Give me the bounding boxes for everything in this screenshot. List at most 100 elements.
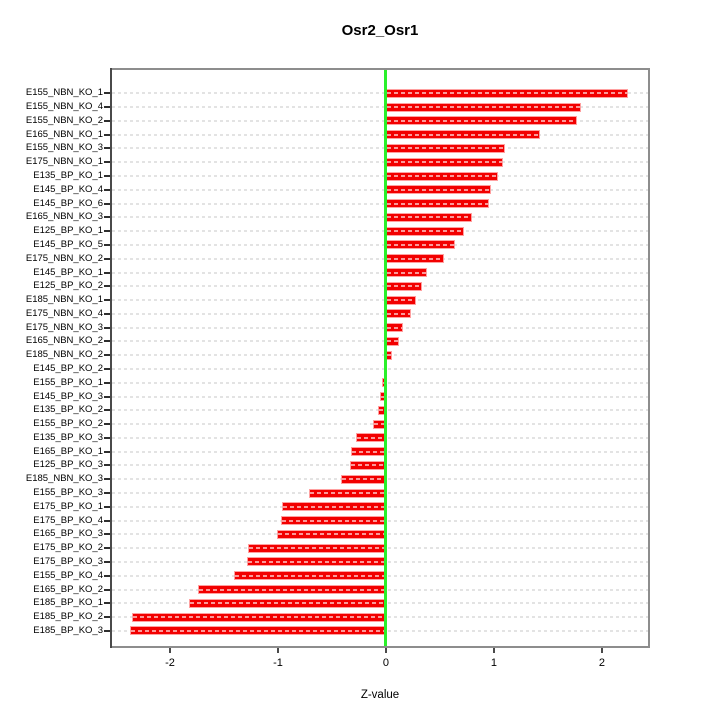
y-axis-label: E145_BP_KO_6: [33, 197, 103, 209]
y-axis-label: E165_NBN_KO_1: [25, 128, 103, 140]
y-axis-label: E185_NBN_KO_2: [25, 349, 103, 361]
y-axis-tick: [104, 161, 112, 164]
bar: [385, 88, 628, 98]
grid-line: [112, 147, 648, 150]
y-axis-tick: [104, 312, 112, 315]
bar: [385, 295, 417, 305]
y-axis-label: E155_NBN_KO_2: [25, 114, 103, 126]
y-axis-label: E135_BP_KO_3: [33, 431, 103, 443]
bar: [340, 474, 386, 484]
y-axis-tick: [104, 147, 112, 150]
y-axis-label: E155_BP_KO_1: [33, 376, 103, 388]
grid-line: [112, 354, 648, 357]
y-axis-label: E135_BP_KO_1: [33, 170, 103, 181]
y-axis-tick: [104, 175, 112, 177]
x-axis-tick: [600, 646, 603, 653]
y-axis-tick: [104, 354, 112, 357]
y-axis-tick: [104, 519, 112, 522]
y-axis-label: E155_NBN_KO_4: [25, 101, 103, 113]
y-axis-tick: [104, 326, 112, 329]
y-axis-tick: [104, 547, 112, 550]
bar: [198, 585, 386, 595]
zero-line: [384, 70, 388, 646]
y-axis-label: E155_NBN_KO_3: [25, 142, 103, 154]
y-axis-tick: [104, 505, 112, 508]
y-axis-tick: [104, 395, 112, 398]
grid-line: [112, 161, 648, 164]
y-axis-tick: [104, 271, 112, 274]
bar: [276, 529, 386, 539]
bar: [385, 199, 489, 209]
x-axis-tick-label: 2: [598, 657, 606, 669]
grid-line: [112, 326, 648, 329]
y-axis-tick: [104, 381, 112, 384]
bar: [385, 212, 473, 222]
bar: [385, 254, 445, 264]
y-axis-label: E185_BP_KO_1: [33, 597, 103, 609]
bar: [246, 557, 386, 567]
bar: [385, 240, 456, 250]
x-axis-tick-label: -2: [165, 657, 175, 669]
grid-line: [112, 188, 648, 191]
x-axis-title: Z-value: [360, 689, 400, 701]
y-axis-label: E145_BP_KO_2: [33, 363, 103, 374]
y-axis-label: E165_BP_KO_2: [33, 583, 103, 595]
y-axis-label: E155_NBN_KO_1: [25, 87, 103, 99]
y-axis-label: E125_BP_KO_2: [33, 280, 103, 292]
y-axis-label: E155_BP_KO_3: [33, 487, 103, 499]
y-axis-tick: [104, 436, 112, 439]
x-axis-tick-label: 1: [490, 657, 498, 669]
y-axis-tick: [104, 602, 112, 605]
y-axis-label: E185_BP_KO_3: [33, 624, 103, 636]
x-axis-tick-label: -1: [273, 657, 283, 669]
bar: [132, 612, 386, 622]
bar: [233, 571, 386, 581]
y-axis-label: E145_BP_KO_3: [33, 390, 103, 402]
y-axis-tick: [104, 409, 112, 412]
y-axis-label: E165_BP_KO_3: [33, 528, 103, 540]
y-axis-tick: [104, 574, 112, 577]
y-axis-tick: [104, 257, 112, 260]
bar: [385, 143, 505, 153]
bar: [385, 157, 503, 167]
y-axis-tick: [104, 133, 112, 136]
bar: [385, 268, 428, 277]
y-axis-label: E145_BP_KO_1: [33, 266, 103, 278]
bar: [385, 130, 541, 140]
y-axis-tick: [104, 119, 112, 122]
y-axis-tick: [104, 616, 112, 619]
x-axis-tick: [492, 646, 495, 653]
x-axis-tick: [168, 646, 171, 653]
y-axis-tick: [104, 629, 112, 632]
y-axis-label: E125_BP_KO_3: [33, 459, 103, 471]
y-axis-label: E165_NBN_KO_3: [25, 211, 103, 223]
plot-area: [110, 68, 650, 648]
grid-line: [112, 340, 648, 343]
y-axis-tick: [104, 230, 112, 233]
grid-line: [112, 216, 648, 219]
bar: [282, 502, 386, 512]
y-axis-tick: [104, 450, 112, 453]
bar: [385, 102, 582, 112]
bar: [189, 598, 386, 608]
y-axis-tick: [104, 588, 112, 591]
y-axis-label: E185_BP_KO_2: [33, 611, 103, 623]
bar: [385, 185, 491, 195]
y-axis-tick: [104, 464, 112, 467]
y-axis-tick: [104, 243, 112, 246]
grid-line: [112, 299, 648, 302]
grid-line: [112, 368, 648, 370]
y-axis-label: E155_BP_KO_2: [33, 418, 103, 430]
y-axis-tick: [104, 216, 112, 219]
grid-line: [112, 230, 648, 233]
y-axis-label: E175_NBN_KO_3: [25, 321, 103, 333]
y-axis-label: E175_BP_KO_4: [33, 514, 103, 526]
bar: [385, 309, 411, 319]
bar: [281, 516, 386, 526]
y-axis-tick: [104, 340, 112, 343]
grid-line: [112, 133, 648, 136]
y-axis-tick: [104, 533, 112, 536]
grid-line: [112, 243, 648, 246]
grid-line: [112, 271, 648, 274]
x-axis-tick: [276, 646, 279, 653]
